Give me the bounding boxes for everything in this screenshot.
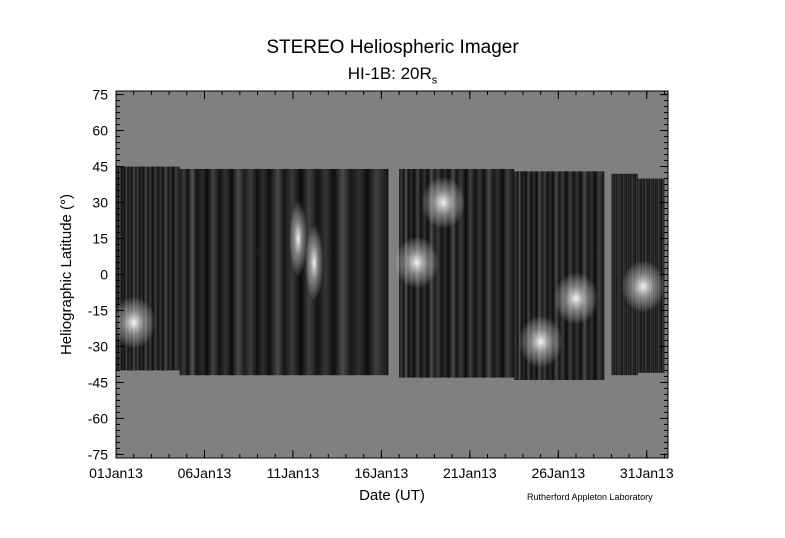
x-tick-label: 26Jan13 [531,465,585,481]
y-tick-label: 75 [92,87,108,103]
bright-patch [554,272,598,325]
y-tick-label: 30 [92,195,108,211]
y-tick-label: -30 [88,338,108,354]
y-tick-label: 45 [92,159,108,175]
y-tick-label: -15 [88,302,108,318]
x-axis-title: Date (UT) [359,487,425,504]
bright-features [116,176,666,368]
bright-patch [394,236,439,289]
bright-streak [289,200,308,277]
x-tick-label: 31Jan13 [620,465,674,481]
chart-title: STEREO Heliospheric Imager [266,37,519,58]
y-tick-label: -60 [88,410,108,426]
x-axis: 01Jan13 06Jan13 11Jan13 16Jan13 21Jan13 26Jan… [89,91,674,481]
y-tick-label: -75 [88,446,108,462]
bright-patch [518,315,563,368]
chart-subtitle-main: HI-1B: 20R [347,64,432,83]
x-tick-label: 06Jan13 [178,465,232,481]
y-axis: 75 60 45 30 15 0 -15 -30 -45 -60 -75 [88,87,668,462]
x-tick-label: 21Jan13 [443,465,497,481]
data-segment [179,168,389,376]
minor-ticks [115,91,668,458]
y-tick-label: -45 [88,374,108,390]
chart-subtitle: HI-1B: 20Rs [0,64,785,86]
bright-patch [421,176,466,229]
x-tick-label: 11Jan13 [267,465,320,481]
x-tick-label: 01Jan13 [89,465,143,481]
bright-streak [305,224,324,301]
bright-patch [116,296,156,349]
y-tick-label: 60 [92,123,108,139]
x-tick-label: 16Jan13 [355,465,409,481]
y-axis-title: Heliographic Latitude (°) [58,194,75,355]
credit-label: Rutherford Appleton Laboratory [527,492,653,502]
y-tick-label: 15 [92,231,108,247]
bright-patch [621,260,666,313]
y-tick-label: 0 [100,267,108,283]
chart-subtitle-subscript: s [431,74,438,87]
